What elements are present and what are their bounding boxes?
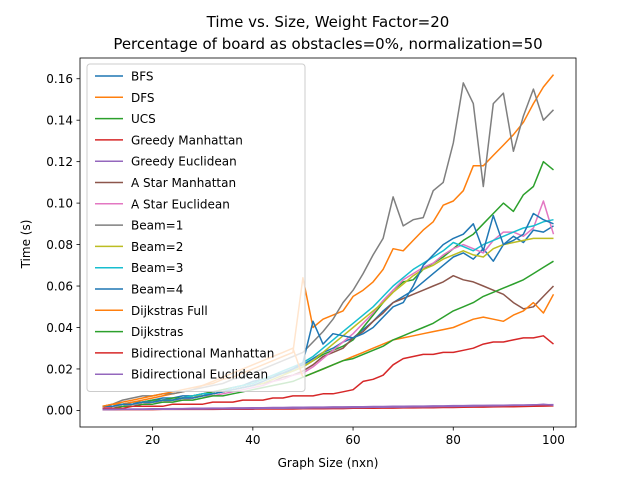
- legend-label-4: Greedy Euclidean: [131, 155, 237, 169]
- series-line-0: [102, 225, 554, 410]
- chart-title: Time vs. Size, Weight Factor=20: [206, 13, 450, 31]
- series-line-6: [102, 200, 555, 410]
- legend-label-10: Beam=4: [131, 283, 183, 297]
- axes: 20 40 60 80 100 0.00 0.02 0.04 0.06 0.08 0.10 0.12 0…: [46, 57, 577, 447]
- legend-label-11: Dijkstras Full: [131, 304, 208, 318]
- series-line-12: [102, 260, 554, 410]
- y-tick-label: 0.02: [46, 362, 73, 376]
- series-line-2: [102, 160, 554, 410]
- series-line-13: [102, 335, 554, 410]
- legend-label-12: Dijkstras: [131, 325, 183, 339]
- series-line-14: [102, 403, 554, 411]
- series-line-10: [102, 212, 554, 408]
- chart-subtitle: Percentage of board as obstacles=0%, nor…: [113, 35, 542, 53]
- legend-label-0: BFS: [131, 70, 154, 84]
- y-tick-label: 0.16: [46, 72, 73, 86]
- y-tick-label: 0.08: [46, 238, 73, 252]
- legend: BFS DFS UCS Greedy Manhattan Greedy Euclidea…: [86, 63, 306, 392]
- axes-frame: [79, 57, 577, 428]
- legend-label-6: A Star Euclidean: [131, 197, 230, 211]
- legend-label-7: Beam=1: [131, 219, 183, 233]
- legend-box: [86, 63, 306, 392]
- y-tick-label: 0.10: [46, 196, 73, 210]
- legend-label-3: Greedy Manhattan: [131, 133, 243, 147]
- x-tick-label: 40: [245, 433, 260, 447]
- y-axis-label: Time (s): [19, 220, 33, 270]
- legend-label-9: Beam=3: [131, 261, 183, 275]
- legend-label-8: Beam=2: [131, 240, 183, 254]
- x-tick-label: 80: [446, 433, 461, 447]
- y-tick-label: 0.00: [46, 404, 73, 418]
- x-axis-label: Graph Size (nxn): [278, 456, 379, 470]
- y-tick-label: 0.14: [46, 113, 73, 127]
- y-tick-label: 0.04: [46, 321, 73, 335]
- x-tick-label: 60: [345, 433, 360, 447]
- legend-label-14: Bidirectional Euclidean: [131, 368, 268, 382]
- legend-label-5: A Star Manhattan: [131, 176, 236, 190]
- y-tick-label: 0.12: [46, 155, 73, 169]
- legend-label-13: Bidirectional Manhattan: [131, 346, 274, 360]
- x-tick-label: 100: [542, 433, 565, 447]
- legend-label-2: UCS: [131, 112, 156, 126]
- y-tick-label: 0.06: [46, 279, 73, 293]
- series-line-7: [102, 82, 555, 408]
- legend-label-1: DFS: [131, 91, 155, 105]
- x-tick-label: 20: [145, 433, 160, 447]
